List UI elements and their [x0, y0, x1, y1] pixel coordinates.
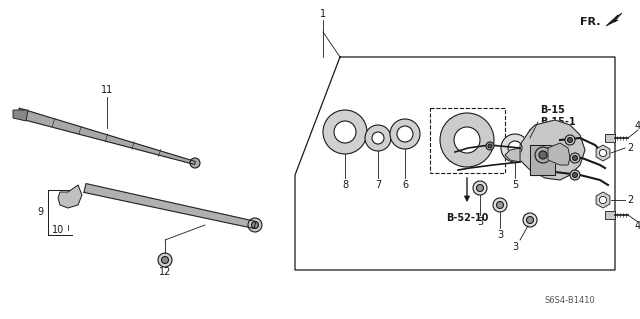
Polygon shape [84, 184, 256, 228]
Text: 8: 8 [342, 180, 348, 190]
Polygon shape [605, 211, 615, 219]
Circle shape [248, 218, 262, 232]
Circle shape [454, 127, 480, 153]
Text: 1: 1 [320, 9, 326, 19]
Polygon shape [605, 134, 615, 142]
Circle shape [374, 135, 381, 142]
Circle shape [190, 158, 200, 168]
Polygon shape [530, 145, 555, 175]
Polygon shape [17, 108, 195, 164]
Text: 11: 11 [101, 85, 113, 95]
Circle shape [508, 141, 522, 155]
Circle shape [570, 170, 580, 180]
Circle shape [158, 253, 172, 267]
Circle shape [365, 125, 391, 151]
Circle shape [565, 135, 575, 145]
Polygon shape [596, 145, 610, 161]
Text: B-15-1: B-15-1 [540, 117, 575, 127]
Circle shape [488, 144, 492, 148]
Text: 3: 3 [477, 217, 483, 227]
Circle shape [339, 126, 351, 138]
Polygon shape [606, 13, 622, 26]
Text: 9: 9 [37, 207, 43, 217]
Circle shape [493, 198, 507, 212]
Text: 4: 4 [635, 221, 640, 231]
Text: 3: 3 [497, 230, 503, 240]
Circle shape [372, 132, 384, 144]
Polygon shape [520, 120, 585, 180]
Circle shape [334, 121, 356, 143]
Polygon shape [505, 148, 520, 162]
Circle shape [497, 202, 504, 209]
Text: 10: 10 [52, 225, 64, 235]
Circle shape [535, 147, 551, 163]
Circle shape [486, 142, 494, 150]
Circle shape [600, 197, 607, 204]
Text: 5: 5 [512, 180, 518, 190]
Circle shape [600, 149, 607, 157]
Text: B-15: B-15 [540, 105, 565, 115]
Circle shape [477, 184, 483, 191]
Text: S6S4-B1410: S6S4-B1410 [544, 296, 595, 305]
Circle shape [252, 221, 259, 228]
Bar [430, 108, 505, 173]
Circle shape [440, 113, 494, 167]
Polygon shape [596, 192, 610, 208]
Circle shape [523, 213, 537, 227]
Text: 2: 2 [627, 143, 633, 153]
Circle shape [397, 126, 413, 142]
Text: 12: 12 [159, 267, 171, 277]
Text: 3: 3 [512, 242, 518, 252]
Text: 4: 4 [635, 121, 640, 131]
Polygon shape [548, 143, 570, 165]
Circle shape [568, 137, 573, 143]
Text: FR.: FR. [580, 17, 600, 27]
Circle shape [501, 134, 529, 162]
Circle shape [390, 119, 420, 149]
Circle shape [401, 130, 409, 138]
Text: 2: 2 [627, 195, 633, 205]
Circle shape [570, 153, 580, 163]
Circle shape [473, 181, 487, 195]
Circle shape [460, 133, 474, 147]
Polygon shape [13, 110, 28, 121]
Circle shape [161, 256, 168, 263]
Circle shape [323, 110, 367, 154]
Circle shape [539, 151, 547, 159]
Text: 6: 6 [402, 180, 408, 190]
Text: 7: 7 [375, 180, 381, 190]
Polygon shape [58, 185, 82, 208]
Circle shape [527, 217, 534, 224]
Circle shape [573, 155, 577, 160]
Text: B-52-10: B-52-10 [446, 213, 488, 223]
Circle shape [573, 173, 577, 177]
